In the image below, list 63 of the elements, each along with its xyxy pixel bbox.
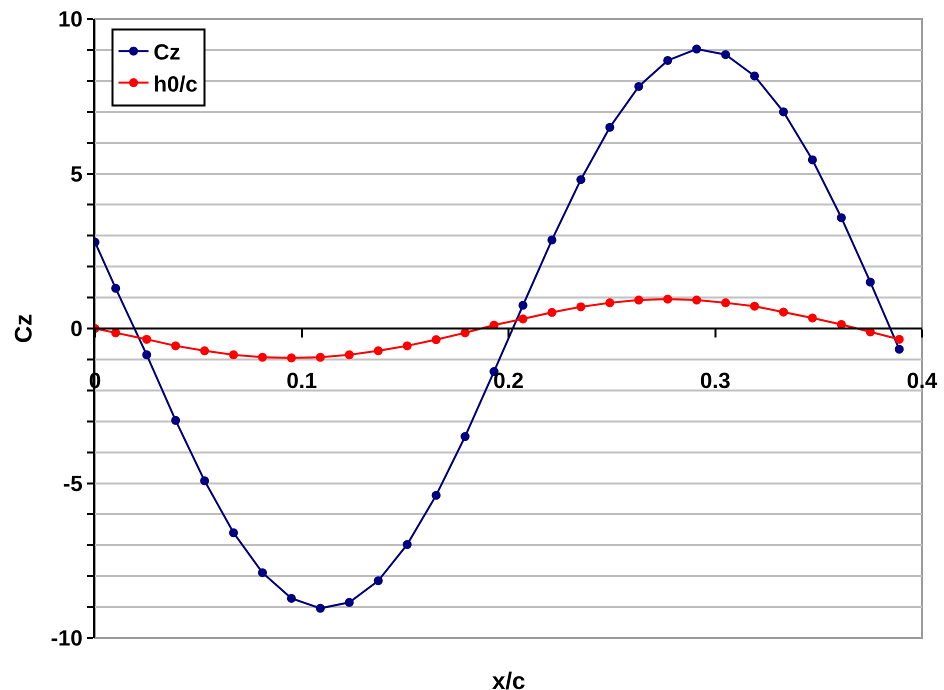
point bbox=[286, 594, 296, 603]
point bbox=[344, 350, 354, 360]
y-tick-label: 5 bbox=[70, 161, 83, 186]
y-tick-label: -10 bbox=[50, 626, 83, 651]
point bbox=[778, 308, 788, 317]
point bbox=[778, 107, 788, 116]
point bbox=[808, 313, 817, 322]
y-tick-label: 10 bbox=[58, 6, 83, 32]
point bbox=[460, 432, 470, 442]
point bbox=[229, 350, 238, 360]
point bbox=[750, 71, 760, 80]
point bbox=[374, 346, 383, 356]
point bbox=[547, 308, 556, 317]
point bbox=[171, 416, 180, 425]
point bbox=[374, 576, 383, 586]
point bbox=[142, 334, 152, 344]
point bbox=[402, 341, 412, 350]
point bbox=[200, 346, 210, 356]
point bbox=[229, 528, 238, 538]
point bbox=[750, 302, 760, 311]
point bbox=[692, 296, 702, 305]
point bbox=[171, 341, 180, 350]
point bbox=[111, 284, 120, 293]
x-tick-label: 0.1 bbox=[286, 368, 318, 393]
point bbox=[634, 82, 644, 91]
point bbox=[258, 352, 267, 362]
legend-label: Cz bbox=[154, 40, 180, 65]
x-tick-label: 0.4 bbox=[906, 368, 938, 393]
point bbox=[258, 568, 267, 578]
point bbox=[808, 155, 817, 164]
point bbox=[344, 598, 354, 607]
point bbox=[518, 314, 528, 324]
point bbox=[547, 235, 556, 244]
point bbox=[402, 540, 412, 550]
point bbox=[576, 302, 586, 312]
point bbox=[866, 278, 875, 287]
point bbox=[200, 476, 210, 486]
legend-label: h0/c bbox=[154, 71, 198, 96]
y-tick-label: -5 bbox=[63, 470, 83, 496]
point bbox=[894, 334, 904, 344]
point bbox=[518, 300, 528, 310]
point bbox=[836, 213, 846, 222]
y-axis-title: Cz bbox=[10, 314, 38, 344]
point bbox=[663, 294, 672, 304]
point bbox=[576, 175, 586, 184]
y-tick-label: 0 bbox=[70, 316, 83, 342]
point bbox=[663, 56, 672, 65]
point bbox=[894, 344, 904, 354]
x-axis-title: x/c bbox=[492, 668, 526, 690]
x-tick-label: 0.3 bbox=[700, 368, 731, 393]
x-tick-label: 0.2 bbox=[493, 368, 524, 393]
point bbox=[692, 44, 702, 54]
point bbox=[721, 50, 730, 60]
point bbox=[286, 353, 296, 362]
point bbox=[721, 298, 730, 308]
point bbox=[605, 298, 614, 308]
point bbox=[634, 296, 644, 305]
point bbox=[316, 352, 325, 362]
point bbox=[432, 490, 441, 500]
point bbox=[316, 604, 325, 613]
point bbox=[432, 335, 441, 344]
point bbox=[605, 122, 614, 132]
point bbox=[142, 350, 152, 360]
